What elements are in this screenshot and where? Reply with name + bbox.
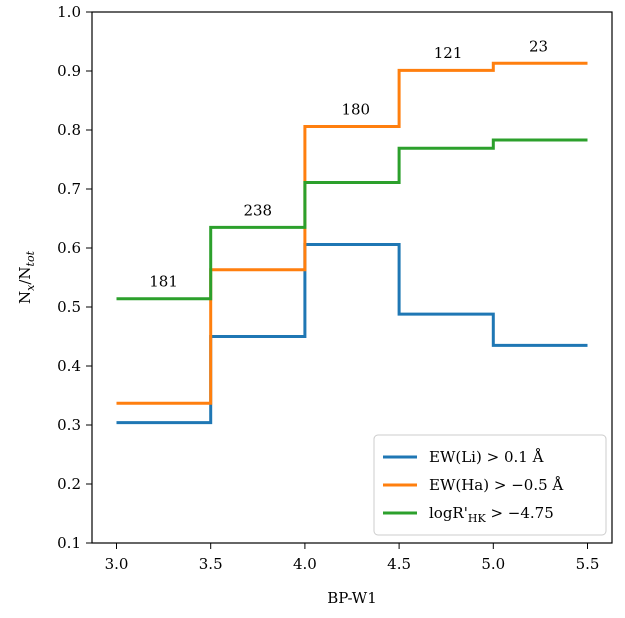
legend: EW(Li) > 0.1 Å EW(Ha) > −0.5 Å logR'HK > −… bbox=[373, 434, 607, 536]
count-annotation: 238 bbox=[243, 202, 272, 220]
y-tick-label: 0.5 bbox=[57, 298, 81, 316]
legend-label-1: EW(Ha) > −0.5 Å bbox=[429, 476, 563, 494]
y-axis-ticks: 0.1 0.2 0.3 0.4 0.5 0.6 0.7 0.8 0.9 1.0 bbox=[57, 3, 92, 552]
x-axis-label: BP-W1 bbox=[327, 589, 377, 607]
x-tick-label: 3.5 bbox=[199, 555, 223, 573]
legend-label-rest: > −0.5 Å bbox=[494, 476, 564, 494]
count-annotation: 181 bbox=[149, 272, 178, 290]
x-axis-ticks: 3.0 3.5 4.0 4.5 5.0 5.5 bbox=[105, 543, 600, 573]
count-annotation: 23 bbox=[529, 38, 548, 56]
y-axis-label: Nx/Ntot bbox=[16, 250, 37, 304]
legend-label-prefix: EW(Li) bbox=[429, 448, 487, 466]
y-tick-label: 0.6 bbox=[57, 239, 81, 257]
legend-label-0: EW(Li) > 0.1 Å bbox=[429, 448, 544, 466]
y-axis-label-sub-x: x bbox=[24, 284, 37, 291]
legend-label-prefix: EW(Ha) bbox=[429, 476, 494, 494]
count-annotations: 181 238 180 121 23 bbox=[149, 38, 548, 291]
x-tick-label: 5.0 bbox=[481, 555, 505, 573]
legend-label-2: logR'HK > −4.75 bbox=[429, 504, 554, 525]
y-tick-label: 0.4 bbox=[57, 357, 81, 375]
y-tick-label: 1.0 bbox=[57, 3, 81, 21]
count-annotation: 121 bbox=[434, 44, 463, 62]
y-axis-label-mid: /N bbox=[16, 266, 34, 284]
series-line-0 bbox=[116, 243, 588, 425]
y-tick-label: 0.3 bbox=[57, 416, 81, 434]
x-tick-label: 3.0 bbox=[105, 555, 129, 573]
legend-label-rest: > −4.75 bbox=[486, 504, 554, 522]
y-tick-label: 0.2 bbox=[57, 475, 81, 493]
y-tick-label: 0.7 bbox=[57, 180, 81, 198]
legend-label-prefix: logR' bbox=[429, 504, 468, 522]
x-tick-label: 4.0 bbox=[293, 555, 317, 573]
axes-frame bbox=[91, 11, 613, 544]
count-annotation: 180 bbox=[341, 101, 370, 119]
plot-area bbox=[116, 61, 588, 425]
y-axis-label-main: N bbox=[16, 291, 34, 304]
legend-box bbox=[373, 434, 607, 536]
y-axis-label-sub-tot: tot bbox=[24, 250, 37, 266]
series-line-2 bbox=[116, 138, 588, 301]
x-tick-label: 5.5 bbox=[576, 555, 600, 573]
x-tick-label: 4.5 bbox=[387, 555, 411, 573]
legend-label-subscript: HK bbox=[468, 512, 487, 525]
series-line-1 bbox=[116, 61, 588, 405]
legend-label-rest: > 0.1 Å bbox=[487, 448, 544, 466]
y-tick-label: 0.1 bbox=[57, 534, 81, 552]
y-tick-label: 0.8 bbox=[57, 121, 81, 139]
y-tick-label: 0.9 bbox=[57, 62, 81, 80]
